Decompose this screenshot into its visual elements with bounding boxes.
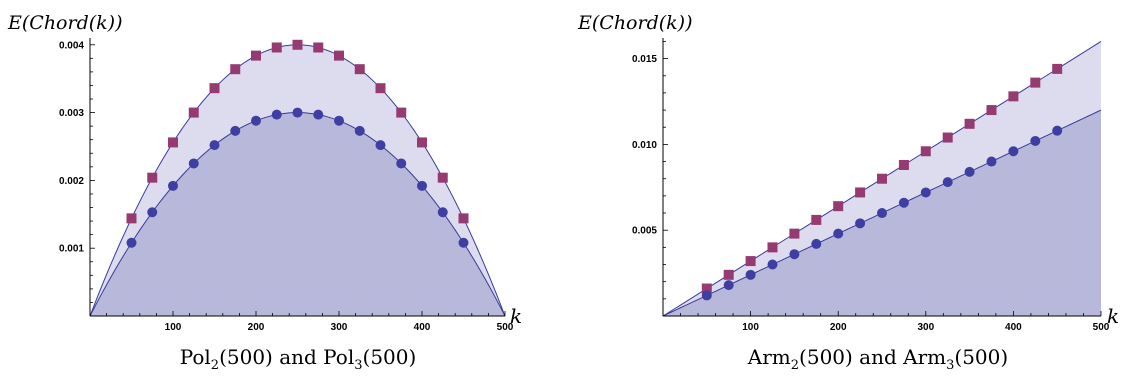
x-tick-label: 400 [414, 322, 431, 333]
data-point-square [855, 187, 866, 198]
data-point-circle [126, 237, 137, 248]
data-point-circle [811, 238, 822, 249]
data-point-circle [745, 269, 756, 280]
data-point-circle [986, 156, 997, 167]
data-point-circle [292, 107, 303, 118]
x-tick-label: 500 [1093, 322, 1110, 333]
data-point-square [811, 214, 822, 225]
data-point-circle [437, 207, 448, 218]
y-tick-label: 0.002 [59, 176, 84, 187]
data-point-circle [1052, 125, 1063, 136]
data-point-square [354, 64, 365, 75]
data-point-square [251, 50, 261, 61]
data-point-square [1052, 63, 1063, 74]
data-point-square [209, 83, 220, 94]
data-point-circle [877, 208, 887, 219]
data-point-square [1030, 77, 1041, 88]
data-point-square [313, 42, 324, 53]
data-point-circle [354, 125, 365, 136]
x-tick-label: 200 [248, 322, 265, 333]
data-point-square [701, 283, 712, 294]
y-tick-label: 0.015 [632, 54, 657, 65]
data-point-circle [209, 140, 220, 151]
y-tick-label: 0.001 [59, 244, 84, 255]
x-tick-label: 100 [742, 322, 759, 333]
data-point-square [986, 105, 997, 116]
data-point-square [1008, 91, 1019, 102]
data-point-square [147, 172, 158, 183]
data-point-square [458, 213, 469, 224]
data-point-circle [767, 259, 778, 270]
data-point-square [920, 146, 931, 157]
data-point-circle [942, 177, 953, 188]
x-axis-label: k [1107, 304, 1119, 328]
x-tick-label: 300 [917, 322, 934, 333]
chart-left-svg: 100 200 300 400 500 0.001 0.002 0.003 0.004 E(Ch… [7, 12, 522, 373]
data-point-circle [313, 109, 324, 120]
data-point-circle [458, 237, 469, 248]
x-tick-label: 100 [165, 322, 182, 333]
y-tick-label: 0.010 [632, 140, 657, 151]
data-point-circle [271, 109, 282, 120]
data-point-circle [188, 158, 199, 169]
data-point-circle [1030, 135, 1041, 146]
data-point-square [437, 172, 448, 183]
chart-left: 100 200 300 400 500 0.001 0.002 0.003 0.004 E(Ch… [0, 0, 566, 379]
data-point-square [230, 64, 241, 75]
y-tick-label: 0.005 [632, 226, 657, 237]
x-tick-label: 200 [830, 322, 847, 333]
area-fill-circle [663, 110, 1101, 316]
data-point-square [789, 228, 800, 239]
data-point-circle [964, 166, 975, 177]
data-point-square [271, 42, 282, 53]
x-axis-label: k [510, 304, 522, 328]
data-point-square [833, 201, 844, 212]
y-axis-label: E(Chord(k)) [7, 12, 123, 34]
data-point-circle [230, 125, 241, 136]
y-tick-label: 0.004 [59, 40, 84, 51]
data-point-square [375, 83, 386, 94]
chart-title: Pol2(500) and Pol3(500) [180, 345, 417, 373]
y-tick-label: 0.003 [59, 108, 84, 119]
data-point-square [898, 159, 909, 170]
data-point-circle [723, 280, 734, 291]
data-point-square [188, 107, 199, 118]
data-point-circle [701, 290, 712, 301]
data-point-square [126, 213, 137, 224]
data-point-square [292, 39, 303, 50]
data-point-circle [334, 115, 344, 126]
y-axis-label: E(Chord(k)) [577, 12, 693, 34]
data-point-square [396, 107, 407, 118]
x-tick-label: 300 [331, 322, 348, 333]
data-point-circle [417, 180, 427, 191]
data-point-square [745, 256, 756, 267]
data-point-square [168, 137, 178, 148]
data-point-circle [855, 218, 866, 229]
data-point-circle [920, 187, 931, 198]
data-point-circle [147, 207, 158, 218]
data-point-circle [1008, 146, 1019, 157]
data-point-circle [898, 197, 909, 208]
data-point-square [767, 242, 778, 253]
x-tick-label: 400 [1005, 322, 1022, 333]
data-point-circle [396, 158, 407, 169]
data-point-square [964, 118, 975, 129]
chart-right: 100 200 300 400 500 0.005 0.010 0.015 E(Chord(k… [566, 0, 1133, 379]
chart-right-svg: 100 200 300 400 500 0.005 0.010 0.015 E(Chord(k… [577, 12, 1119, 373]
data-point-circle [375, 140, 386, 151]
data-point-circle [251, 115, 261, 126]
x-tick-label: 500 [497, 322, 514, 333]
data-point-circle [789, 249, 800, 260]
data-point-square [723, 269, 734, 280]
data-point-square [417, 137, 427, 148]
data-point-square [334, 50, 344, 61]
data-point-circle [833, 228, 844, 239]
data-point-circle [168, 180, 178, 191]
data-point-square [942, 132, 953, 143]
data-point-square [877, 173, 887, 184]
chart-title: Arm2(500) and Arm3(500) [747, 345, 1008, 373]
